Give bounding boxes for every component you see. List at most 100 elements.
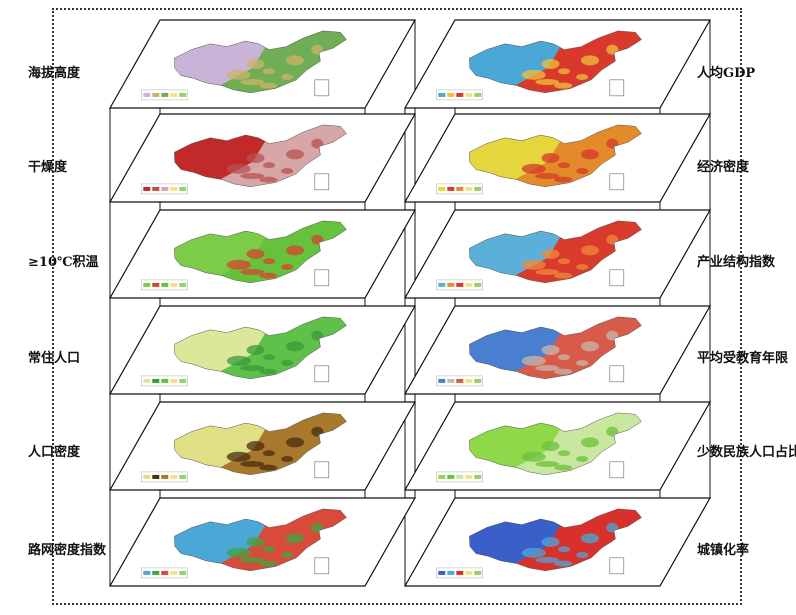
- map-patch: [259, 368, 278, 375]
- right-layer-4: [403, 305, 712, 395]
- left-layer-5: [108, 401, 417, 491]
- map-legend: [436, 279, 483, 291]
- right-layer-5: [403, 401, 712, 491]
- south-sea-inset: [314, 461, 330, 479]
- map-patch: [226, 69, 251, 80]
- china-outline: [174, 220, 347, 284]
- map-patch: [259, 464, 278, 471]
- map-legend: [436, 567, 483, 579]
- south-sea-inset: [314, 269, 330, 287]
- south-sea-inset: [609, 79, 625, 97]
- left-layer-2: [108, 113, 417, 203]
- map-patch: [535, 365, 560, 371]
- map-patch: [576, 167, 589, 174]
- right-layer-6: [403, 497, 712, 587]
- map-patch: [558, 354, 570, 361]
- map-legend: [436, 89, 483, 101]
- map-patch: [286, 149, 304, 160]
- map-patch: [521, 451, 546, 462]
- map-patch: [581, 437, 599, 448]
- map-patch: [541, 59, 560, 69]
- map-patch: [558, 162, 570, 169]
- map-patch: [259, 82, 278, 89]
- map-patch: [263, 450, 275, 457]
- map-patch: [558, 68, 570, 75]
- map-patch: [521, 355, 546, 366]
- map-patch: [259, 176, 278, 183]
- left-label-2: 干燥度: [28, 160, 68, 175]
- map-patch: [541, 537, 560, 547]
- map-patch: [281, 167, 294, 174]
- map-patch: [226, 259, 251, 270]
- map-patch: [286, 55, 304, 66]
- south-sea-inset: [609, 173, 625, 191]
- map-patch: [576, 73, 589, 80]
- map-patch: [240, 461, 265, 467]
- map-patch: [581, 149, 599, 160]
- map-patch: [259, 560, 278, 567]
- map-legend: [141, 471, 188, 483]
- map-legend: [141, 89, 188, 101]
- map-patch: [226, 547, 251, 558]
- china-outline: [469, 316, 642, 380]
- left-layer-3: [108, 209, 417, 299]
- left-label-6: 路网密度指数: [28, 543, 107, 558]
- map-patch: [554, 464, 573, 471]
- map-patch: [541, 345, 560, 355]
- right-label-1: 人均GDP: [697, 66, 756, 81]
- china-outline: [174, 316, 347, 380]
- dotted-frame: [52, 8, 742, 605]
- map-patch: [554, 82, 573, 89]
- map-legend: [436, 375, 483, 387]
- left-label-1: 海拔高度: [28, 66, 81, 81]
- right-label-6: 城镇化率: [697, 543, 750, 558]
- map-patch: [286, 245, 304, 256]
- map-patch: [281, 455, 294, 462]
- south-sea-inset: [314, 173, 330, 191]
- map-patch: [554, 368, 573, 375]
- left-label-3: ≥10℃积温: [28, 255, 99, 270]
- map-patch: [576, 551, 589, 558]
- map-patch: [581, 533, 599, 544]
- right-layer-3: [403, 209, 712, 299]
- map-patch: [581, 55, 599, 66]
- south-sea-inset: [314, 557, 330, 575]
- map-patch: [554, 176, 573, 183]
- left-label-5: 人口密度: [28, 445, 81, 460]
- map-patch: [246, 153, 265, 163]
- map-patch: [558, 258, 570, 265]
- china-outline: [174, 124, 347, 188]
- map-patch: [240, 173, 265, 179]
- map-patch: [541, 153, 560, 163]
- china-outline: [174, 412, 347, 476]
- map-patch: [521, 163, 546, 174]
- map-legend: [141, 567, 188, 579]
- map-patch: [263, 546, 275, 553]
- map-patch: [554, 560, 573, 567]
- left-layer-4: [108, 305, 417, 395]
- map-patch: [535, 461, 560, 467]
- map-patch: [521, 259, 546, 270]
- right-layer-1: [403, 19, 712, 109]
- left-layer-6: [108, 497, 417, 587]
- map-patch: [246, 59, 265, 69]
- map-patch: [554, 272, 573, 279]
- map-patch: [521, 69, 546, 80]
- china-outline: [469, 412, 642, 476]
- right-label-5: 少数民族人口占比: [697, 445, 796, 460]
- map-legend: [436, 471, 483, 483]
- map-patch: [240, 79, 265, 85]
- map-patch: [240, 557, 265, 563]
- left-layer-1: [108, 19, 417, 109]
- right-layer-2: [403, 113, 712, 203]
- south-sea-inset: [609, 365, 625, 383]
- south-sea-inset: [609, 461, 625, 479]
- map-patch: [535, 269, 560, 275]
- map-patch: [576, 455, 589, 462]
- map-legend: [141, 375, 188, 387]
- map-patch: [240, 269, 265, 275]
- map-patch: [521, 547, 546, 558]
- map-patch: [535, 557, 560, 563]
- map-patch: [576, 359, 589, 366]
- map-patch: [541, 441, 560, 451]
